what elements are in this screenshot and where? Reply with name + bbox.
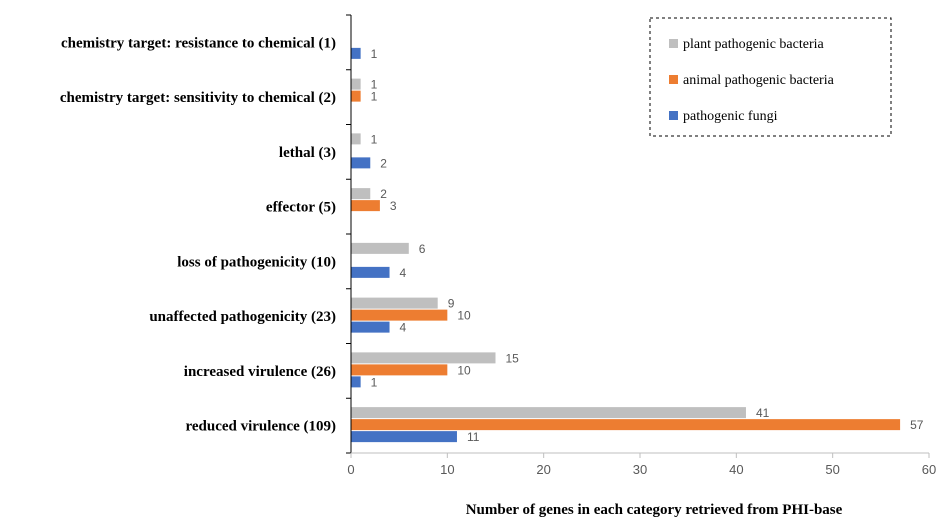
legend-swatch-plant-pathogenic-bacteria: [669, 39, 678, 48]
legend-label-plant-pathogenic-bacteria: plant pathogenic bacteria: [683, 37, 824, 52]
bar-plant-pathogenic-bacteria-4: [351, 242, 409, 254]
data-label-pathogenic-fungi-2: 2: [380, 156, 387, 170]
bar-animal-pathogenic-bacteria-3: [351, 200, 380, 212]
category-label-unaffected-pathogenicity-23: unaffected pathogenicity (23): [149, 309, 336, 325]
data-label-plant-pathogenic-bacteria-2: 1: [371, 132, 378, 146]
legend-swatch-pathogenic-fungi: [669, 111, 678, 120]
data-label-plant-pathogenic-bacteria-1: 1: [371, 78, 378, 92]
x-tick-label-50: 50: [825, 462, 839, 477]
bar-plant-pathogenic-bacteria-3: [351, 188, 371, 200]
legend-label-pathogenic-fungi: pathogenic fungi: [683, 109, 778, 124]
labels-layer: chemistry target: resistance to chemical…: [60, 35, 924, 444]
data-label-animal-pathogenic-bacteria-5: 10: [457, 309, 471, 323]
category-label-effector-5: effector (5): [266, 200, 336, 216]
bar-plant-pathogenic-bacteria-5: [351, 297, 438, 309]
bar-plant-pathogenic-bacteria-2: [351, 133, 361, 145]
bar-animal-pathogenic-bacteria-6: [351, 364, 448, 376]
data-label-pathogenic-fungi-4: 4: [400, 266, 407, 280]
data-label-plant-pathogenic-bacteria-6: 15: [506, 351, 520, 365]
bars-layer: [351, 47, 901, 443]
data-label-pathogenic-fungi-5: 4: [400, 321, 407, 335]
category-label-increased-virulence-26: increased virulence (26): [184, 364, 336, 380]
category-label-chemistry-target-sensitivity-to-chemical-2: chemistry target: sensitivity to chemica…: [60, 90, 336, 106]
data-label-pathogenic-fungi-7: 11: [467, 430, 480, 444]
data-label-plant-pathogenic-bacteria-4: 6: [419, 242, 426, 256]
bar-animal-pathogenic-bacteria-5: [351, 309, 448, 321]
bar-plant-pathogenic-bacteria-7: [351, 407, 746, 419]
bar-animal-pathogenic-bacteria-1: [351, 90, 361, 102]
bar-pathogenic-fungi-0: [351, 47, 361, 59]
data-label-plant-pathogenic-bacteria-7: 41: [756, 406, 770, 420]
x-tick-label-10: 10: [440, 462, 454, 477]
category-label-chemistry-target-resistance-to-chemical-1: chemistry target: resistance to chemical…: [61, 35, 336, 51]
data-label-animal-pathogenic-bacteria-1: 1: [371, 90, 378, 104]
x-tick-label-40: 40: [729, 462, 743, 477]
x-tick-label-60: 60: [922, 462, 936, 477]
data-label-animal-pathogenic-bacteria-6: 10: [457, 363, 471, 377]
bar-pathogenic-fungi-6: [351, 376, 361, 388]
data-label-animal-pathogenic-bacteria-3: 3: [390, 199, 397, 213]
x-tick-label-0: 0: [347, 462, 354, 477]
bar-pathogenic-fungi-2: [351, 157, 371, 169]
category-label-loss-of-pathogenicity-10: loss of pathogenicity (10): [177, 254, 336, 270]
legend-label-animal-pathogenic-bacteria: animal pathogenic bacteria: [683, 73, 835, 88]
data-label-plant-pathogenic-bacteria-3: 2: [380, 187, 387, 201]
legend-box: [649, 17, 892, 137]
data-label-plant-pathogenic-bacteria-5: 9: [448, 297, 455, 311]
bar-pathogenic-fungi-7: [351, 431, 457, 443]
x-tick-label-20: 20: [536, 462, 550, 477]
data-label-pathogenic-fungi-0: 1: [371, 47, 378, 61]
x-tick-label-30: 30: [633, 462, 647, 477]
axes-layer: 0 10 20 30 40 50 60: [346, 14, 936, 477]
bar-plant-pathogenic-bacteria-6: [351, 352, 496, 364]
data-label-animal-pathogenic-bacteria-7: 57: [910, 418, 924, 432]
data-label-pathogenic-fungi-6: 1: [371, 375, 378, 389]
bar-plant-pathogenic-bacteria-1: [351, 78, 361, 90]
legend: plant pathogenic bacteria animal pathogen…: [649, 17, 892, 137]
category-label-lethal-3: lethal (3): [279, 145, 336, 161]
category-label-reduced-virulence-109: reduced virulence (109): [185, 419, 336, 435]
bar-pathogenic-fungi-5: [351, 321, 390, 333]
legend-swatch-animal-pathogenic-bacteria: [669, 75, 678, 84]
bar-animal-pathogenic-bacteria-7: [351, 419, 901, 431]
bar-pathogenic-fungi-4: [351, 266, 390, 278]
x-axis-title: Number of genes in each category retriev…: [466, 502, 843, 518]
